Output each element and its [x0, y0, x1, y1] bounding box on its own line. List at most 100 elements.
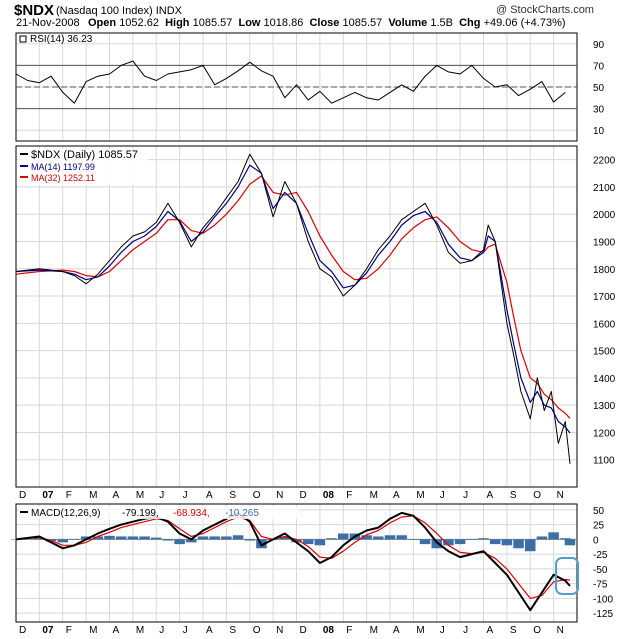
macd-x-tick-label: 07 — [42, 625, 54, 636]
price-x-tick-label: A — [113, 490, 120, 501]
macd-histogram-bar — [104, 535, 115, 540]
macd-x-tick-label: N — [557, 625, 564, 636]
macd-histogram-bar — [115, 536, 127, 540]
price-x-tick-label: J — [463, 490, 468, 501]
price-x-tick-label: S — [229, 490, 236, 501]
macd-x-tick-label: A — [393, 625, 400, 636]
quote-date: 21-Nov-2008 — [16, 17, 80, 29]
macd-legend-macd-value: -79.199, — [122, 508, 159, 519]
price-legend-label: MA(32) 1252.11 — [31, 173, 95, 183]
ma32-line — [15, 175, 571, 419]
macd-histogram-bar — [57, 539, 69, 543]
macd-histogram-bar — [314, 539, 326, 546]
macd-histogram-bar — [384, 535, 396, 540]
price-y-tick-label: 1200 — [593, 428, 616, 439]
macd-histogram-bar — [548, 532, 559, 540]
macd-histogram-bar — [454, 539, 466, 545]
macd-histogram-bar — [209, 536, 220, 540]
rsi-y-tick-label: 50 — [593, 83, 605, 94]
index-name-text: (Nasdaq 100 Index) — [56, 5, 153, 17]
rsi-y-tick-label: 70 — [593, 61, 605, 72]
price-x-tick-label: A — [206, 490, 213, 501]
macd-histogram-bar — [524, 539, 536, 552]
rsi-y-tick-label: 10 — [593, 126, 605, 137]
volume-value: 1.5B — [430, 17, 453, 29]
macd-histogram-bar — [373, 536, 384, 540]
macd-y-tick-label: -50 — [593, 565, 608, 576]
price-x-tick-label: M — [416, 490, 424, 501]
price-x-tick-label: 08 — [323, 490, 335, 501]
open-value: 1052.62 — [119, 17, 159, 29]
macd-x-tick-label: D — [300, 625, 307, 636]
price-x-tick-label: O — [533, 490, 541, 501]
close-label: Close — [309, 17, 340, 29]
price-x-tick-label: J — [440, 490, 445, 501]
price-x-tick-label: M — [370, 490, 378, 501]
macd-histogram-bar — [186, 539, 197, 543]
macd-y-tick-label: 25 — [593, 521, 605, 532]
price-legend-label: MA(14) 1197.99 — [31, 162, 95, 172]
price-line — [15, 153, 571, 464]
macd-histogram-bar — [302, 539, 314, 545]
macd-x-tick-label: A — [206, 625, 213, 636]
price-x-tick-label: N — [276, 490, 283, 501]
macd-y-tick-label: -100 — [593, 594, 613, 605]
macd-x-tick-label: A — [487, 625, 494, 636]
chg-value: +49.06 (+4.73%) — [483, 17, 566, 29]
macd-histogram-bar — [10, 539, 22, 540]
rsi-y-tick-label: 30 — [593, 105, 605, 116]
price-frame — [15, 145, 578, 488]
price-x-tick-label: J — [159, 490, 164, 501]
price-y-tick-label: 1100 — [593, 456, 615, 467]
macd-x-tick-label: J — [159, 625, 164, 636]
macd-histogram-bar — [564, 539, 576, 546]
macd-x-tick-label: A — [113, 625, 120, 636]
stockcharts-watermark: @ StockCharts.com — [496, 4, 594, 16]
low-label: Low — [238, 17, 261, 29]
macd-x-tick-label: S — [229, 625, 236, 636]
macd-x-tick-label: M — [416, 625, 424, 636]
macd-histogram-bar — [232, 535, 244, 540]
price-x-tick-label: O — [253, 490, 261, 501]
price-x-tick-label: D — [300, 490, 307, 501]
macd-x-tick-label: F — [346, 625, 352, 636]
macd-histogram-bar — [501, 539, 513, 546]
price-x-tick-label: S — [510, 490, 517, 501]
macd-x-tick-label: N — [276, 625, 283, 636]
macd-y-tick-label: -25 — [593, 550, 608, 561]
macd-y-tick-label: 50 — [593, 506, 605, 517]
macd-highlight-box — [555, 557, 579, 595]
macd-x-tick-label: O — [253, 625, 261, 636]
macd-legend-signal-value: -68.934, — [173, 508, 210, 519]
chg-label: Chg — [459, 17, 481, 29]
price-x-tick-label: F — [66, 490, 72, 501]
high-label: High — [165, 17, 190, 29]
macd-legend-prefix: MACD(12,26,9) — [31, 508, 100, 519]
rsi-line — [15, 60, 566, 104]
rsi-panel: 10 30 50 70 90 RSI(14) 36.23 — [15, 32, 605, 142]
price-x-tick-label: 07 — [42, 490, 54, 501]
exchange-code: INDX — [155, 5, 182, 17]
price-legend-box — [18, 149, 148, 185]
ma14-line — [15, 164, 571, 434]
price-y-tick-label: 1500 — [593, 347, 616, 358]
rsi-y-tick-label: 90 — [593, 40, 605, 51]
ohlc-summary: Open 1052.62 High 1085.57 Low 1018.86 Cl… — [88, 17, 566, 29]
macd-y-tick-label: 0 — [593, 535, 599, 546]
chart-overlay — [555, 557, 579, 595]
macd-histogram-bar — [244, 539, 256, 541]
volume-label: Volume — [388, 17, 428, 29]
macd-histogram-bar — [337, 533, 349, 540]
price-y-tick-label: 1900 — [593, 237, 616, 248]
macd-histogram-bar — [139, 536, 150, 540]
price-y-tick-label: 1800 — [593, 265, 616, 276]
macd-histogram-bar — [478, 538, 489, 540]
macd-histogram-bar — [408, 539, 419, 540]
price-x-tick-label: A — [487, 490, 494, 501]
open-label: Open — [88, 17, 117, 29]
price-y-tick-label: 1400 — [593, 374, 616, 385]
macd-line — [15, 511, 571, 612]
macd-histogram-bar — [291, 539, 302, 543]
price-x-tick-label: M — [89, 490, 97, 501]
